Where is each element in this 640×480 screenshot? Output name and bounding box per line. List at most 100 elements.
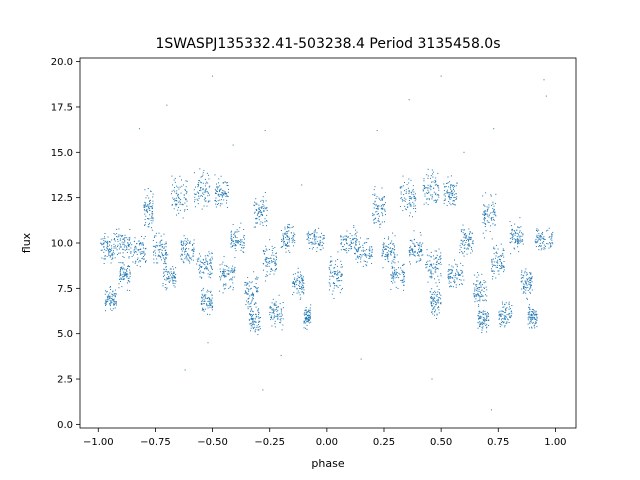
data-point	[166, 277, 168, 279]
data-point	[110, 301, 112, 303]
data-point	[464, 251, 466, 253]
data-point	[266, 258, 268, 260]
data-point	[113, 293, 115, 295]
data-point	[282, 237, 284, 239]
data-point	[211, 252, 213, 254]
data-point	[485, 313, 487, 315]
data-point	[257, 213, 259, 215]
data-point	[470, 238, 472, 240]
data-point	[304, 314, 306, 316]
data-point	[322, 237, 324, 239]
data-point	[222, 182, 224, 184]
data-point	[355, 240, 357, 242]
data-point	[480, 311, 482, 313]
data-point	[477, 280, 479, 282]
data-point	[250, 310, 252, 312]
data-point	[205, 189, 207, 191]
data-point	[135, 250, 137, 252]
data-point	[248, 303, 250, 305]
data-point	[346, 230, 348, 232]
data-point	[245, 282, 247, 284]
data-point	[237, 241, 239, 243]
data-point	[297, 280, 299, 282]
data-point	[430, 301, 432, 303]
data-point	[551, 236, 553, 238]
data-point	[294, 242, 296, 244]
data-point	[425, 263, 427, 265]
data-point	[483, 218, 485, 220]
data-point	[365, 255, 367, 257]
data-point	[333, 276, 335, 278]
data-point	[152, 200, 154, 202]
data-point	[410, 192, 412, 194]
data-point	[465, 237, 467, 239]
data-point	[360, 261, 362, 263]
data-point	[184, 253, 186, 255]
data-point	[387, 238, 389, 240]
data-point	[206, 304, 208, 306]
data-point	[264, 130, 266, 132]
data-point	[361, 250, 363, 252]
data-point	[298, 287, 300, 289]
data-point	[395, 269, 397, 271]
data-point	[314, 229, 316, 231]
data-point	[529, 292, 531, 294]
data-point	[253, 323, 255, 325]
data-point	[124, 268, 126, 270]
data-point	[463, 229, 465, 231]
data-point	[208, 194, 210, 196]
data-point	[126, 289, 128, 291]
data-point	[112, 308, 114, 310]
data-point	[419, 251, 421, 253]
data-point	[258, 312, 260, 314]
data-point	[337, 277, 339, 279]
y-tick-label: 5.0	[57, 329, 73, 340]
data-point	[292, 273, 294, 275]
data-point	[431, 378, 433, 380]
data-point	[283, 242, 285, 244]
data-point	[370, 255, 372, 257]
data-point	[498, 318, 500, 320]
data-point	[193, 189, 195, 191]
data-point	[292, 281, 294, 283]
data-point	[173, 280, 175, 282]
data-point	[122, 279, 124, 281]
data-point	[202, 308, 204, 310]
data-point	[311, 241, 313, 243]
data-point	[143, 247, 144, 249]
data-point	[469, 237, 471, 239]
data-point	[173, 276, 175, 278]
data-point	[482, 299, 484, 301]
data-point	[335, 260, 337, 262]
data-point	[169, 274, 171, 276]
data-point	[106, 248, 108, 250]
data-point	[266, 220, 268, 222]
data-point	[211, 305, 213, 307]
data-point	[232, 265, 234, 267]
data-point	[381, 207, 383, 209]
data-point	[465, 241, 467, 243]
data-point	[206, 191, 208, 193]
data-point	[128, 249, 130, 251]
data-point	[210, 277, 212, 279]
data-point	[163, 233, 165, 235]
data-point	[501, 318, 503, 320]
data-point	[529, 287, 531, 289]
data-point	[111, 310, 113, 312]
data-point	[209, 274, 211, 276]
data-point	[269, 306, 271, 308]
data-point	[394, 256, 396, 258]
data-point	[246, 293, 248, 295]
data-point	[314, 237, 316, 239]
data-point	[304, 313, 306, 315]
data-point	[464, 247, 466, 249]
data-point	[436, 295, 438, 297]
data-point	[381, 221, 383, 223]
data-point	[536, 242, 538, 244]
data-point	[346, 243, 348, 245]
data-point	[387, 257, 389, 259]
data-point	[484, 299, 486, 301]
data-point	[155, 255, 157, 257]
data-point	[283, 238, 285, 240]
data-point	[122, 243, 124, 245]
